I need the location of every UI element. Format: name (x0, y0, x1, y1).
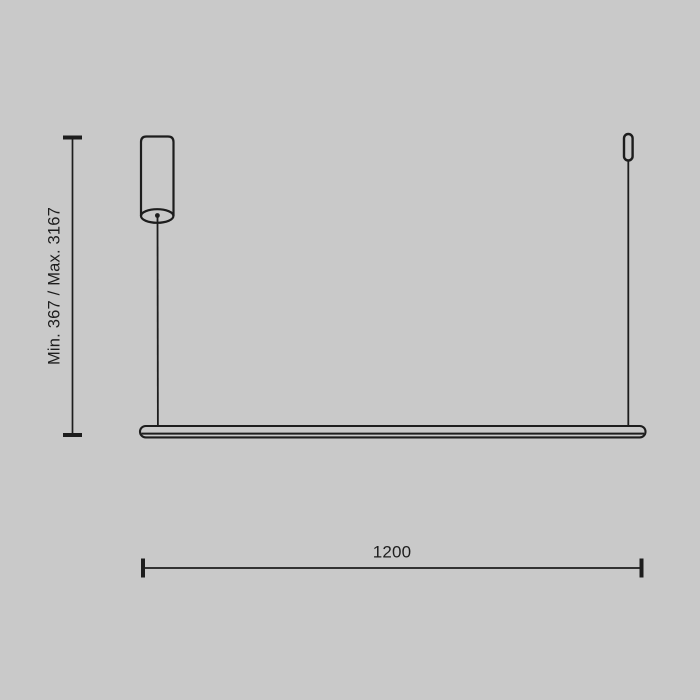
height-dimension-line: Min. 367 / Max. 3167 (46, 135, 82, 437)
lamp-bar-outline (138, 424, 647, 439)
height-dimension-label: Min. 367 / Max. 3167 (46, 207, 64, 365)
lamp-bar (138, 424, 647, 439)
canopy-body (139, 135, 175, 216)
width-dimension-label: 1200 (373, 543, 412, 562)
canopy-wire-attachment (155, 213, 160, 218)
width-dimension-line: 1200 (141, 543, 644, 578)
